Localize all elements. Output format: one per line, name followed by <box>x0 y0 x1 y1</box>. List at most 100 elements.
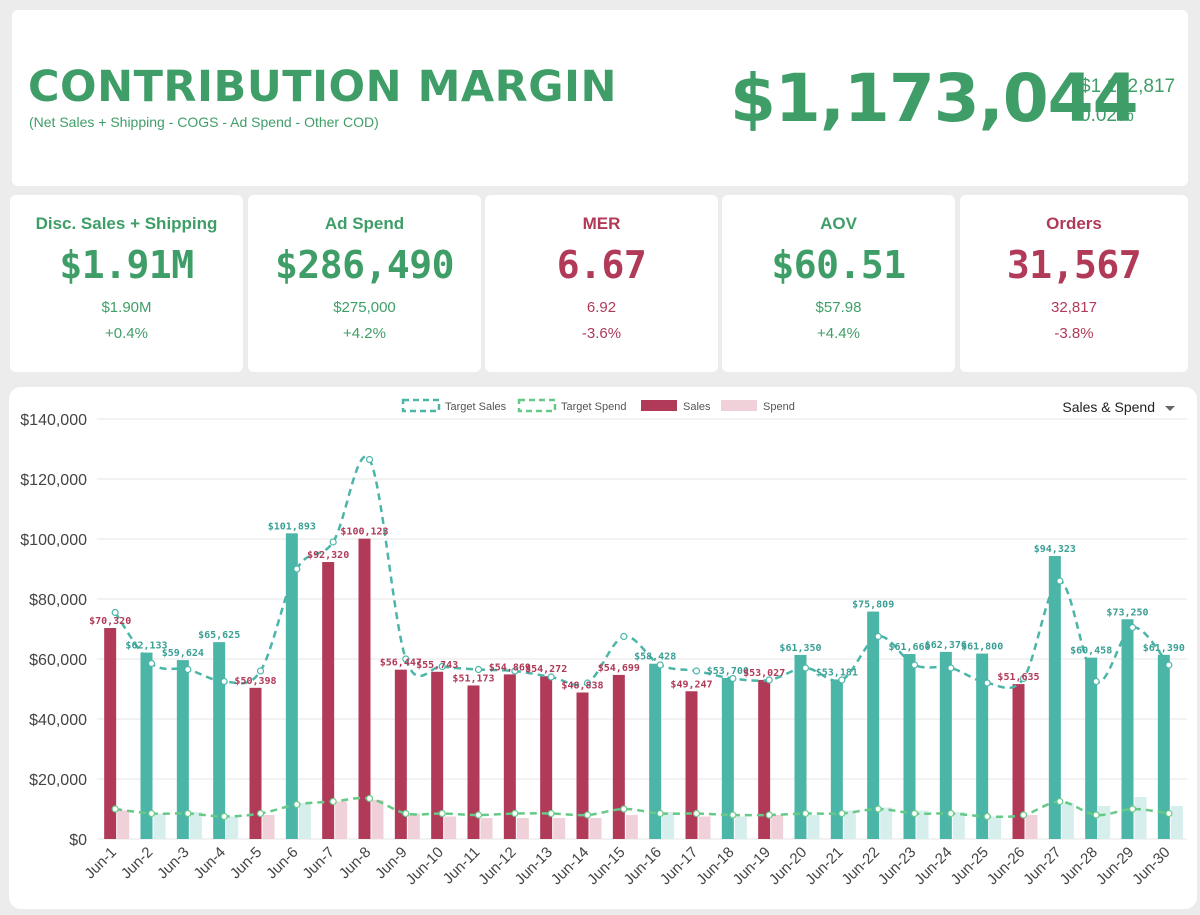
kpi-label: Orders <box>1046 214 1102 233</box>
target-sales-point <box>947 664 955 672</box>
target-sales-point <box>692 667 701 675</box>
sales-data-label: $94,323 <box>1034 544 1076 555</box>
sales-data-label: $101,893 <box>268 521 316 532</box>
sales-data-label: $53,181 <box>816 667 858 678</box>
kpi-value: 31,567 <box>1006 243 1142 287</box>
kpi-comparison: $57.98 <box>815 299 862 316</box>
legend-swatch <box>641 400 677 411</box>
spend-bar <box>407 813 420 839</box>
kpi-change: -3.6% <box>581 325 622 342</box>
sales-data-label: $61,800 <box>961 642 1003 653</box>
sales-data-label: $59,624 <box>162 648 204 659</box>
contribution-margin-card: CONTRIBUTION MARGIN (Net Sales + Shippin… <box>12 10 1188 186</box>
sales-data-label: $73,250 <box>1106 607 1148 618</box>
x-tick-label: Jun-24 <box>911 844 955 888</box>
spend-bar <box>262 815 275 839</box>
sales-bar <box>394 669 407 839</box>
target-sales-point <box>329 538 337 546</box>
target-spend-point <box>293 800 301 809</box>
spend-bar <box>153 813 166 839</box>
spend-bar <box>117 810 130 839</box>
sales-bar <box>503 674 516 839</box>
target-sales-point <box>474 665 483 674</box>
target-sales-point <box>220 677 228 686</box>
sales-bar <box>431 671 444 839</box>
target-sales-point <box>293 565 301 573</box>
sales-bar <box>939 651 952 839</box>
spend-bar <box>298 803 311 839</box>
spend-bar <box>516 818 529 839</box>
x-tick-label: Jun-11 <box>440 844 484 888</box>
target-spend-point <box>910 809 919 818</box>
x-tick-label: Jun-14 <box>548 844 592 888</box>
x-tick-label: Jun-8 <box>336 844 375 883</box>
target-spend-point <box>729 811 737 819</box>
sales-bar <box>685 691 698 839</box>
target-spend-point <box>1128 805 1137 813</box>
target-sales-point <box>1056 577 1064 585</box>
sales-bar <box>721 677 734 839</box>
kpi-value: 6.67 <box>556 243 647 287</box>
target-spend-point <box>765 811 773 819</box>
x-tick-label: Jun-15 <box>584 844 628 888</box>
target-spend-point <box>220 812 228 821</box>
target-sales-point <box>583 679 592 687</box>
kpi-comparison: 32,817 <box>1051 299 1097 316</box>
sales-spend-chart-card: Sales & Spend $0 $20,000 $40,000 $60,000 $80… <box>9 387 1197 909</box>
x-tick-label: Jun-19 <box>730 844 774 888</box>
target-sales-point <box>256 667 265 675</box>
target-sales-point <box>147 659 156 668</box>
spend-bar <box>1170 806 1183 839</box>
spend-bar <box>771 815 784 839</box>
target-spend-point <box>547 809 555 818</box>
spend-bar <box>189 812 202 839</box>
x-tick-label: Jun-22 <box>839 844 883 888</box>
contribution-margin-comparison: $1,172,817 0.02% <box>1080 72 1175 130</box>
x-tick-label: Jun-26 <box>984 844 1028 888</box>
target-spend-point <box>801 809 810 818</box>
sales-bar <box>867 611 880 839</box>
target-spend-point <box>692 809 701 818</box>
target-spend-point <box>511 809 519 818</box>
target-spend-point <box>256 809 265 818</box>
sales-bar <box>649 663 662 839</box>
x-tick-label: Jun-28 <box>1057 844 1101 888</box>
target-spend-point <box>184 809 192 818</box>
sales-data-label: $58,428 <box>634 652 676 663</box>
sales-data-label: $92,320 <box>307 550 349 561</box>
spend-bar <box>1098 806 1111 839</box>
target-sales-point <box>365 455 374 464</box>
sales-bar <box>213 642 226 839</box>
x-tick-label: Jun-1 <box>81 844 120 883</box>
sales-bar <box>976 653 989 839</box>
target-sales-point <box>438 662 446 671</box>
sales-data-label: $49,247 <box>670 679 712 690</box>
spend-bar <box>1025 815 1038 839</box>
spend-bar <box>807 815 820 839</box>
target-sales-point <box>1128 623 1137 632</box>
x-tick-label: Jun-10 <box>403 844 447 888</box>
sales-bar <box>249 687 262 839</box>
legend-label: Spend <box>763 401 795 413</box>
kpi-value: $60.51 <box>771 243 906 287</box>
target-spend-point <box>365 794 374 803</box>
sales-bar <box>285 533 298 839</box>
sales-spend-chart: $0 $20,000 $40,000 $60,000 $80,000 $100,000 $1… <box>20 398 1187 888</box>
target-spend-point <box>1165 809 1173 818</box>
target-sales-point <box>620 632 628 641</box>
chart-metric-select-label: Sales & Spend <box>1062 399 1155 415</box>
chart-metric-select[interactable]: Sales & Spend <box>1062 399 1175 415</box>
target-sales-point <box>801 664 810 672</box>
spend-bar <box>625 815 638 839</box>
sales-bar <box>176 660 189 839</box>
kpi-comparison: 6.92 <box>586 299 617 316</box>
sales-bar <box>794 654 807 839</box>
sales-data-label: $60,458 <box>1070 646 1112 657</box>
sales-data-label: $62,376 <box>925 640 967 651</box>
sales-data-label: $55,743 <box>416 660 458 671</box>
x-tick-label: Jun-4 <box>190 844 229 883</box>
sales-data-label: $54,699 <box>598 663 640 674</box>
kpi-comparison: $275,000 <box>333 299 396 316</box>
sales-data-label: $62,133 <box>125 641 167 652</box>
x-tick-label: Jun-7 <box>299 844 338 883</box>
